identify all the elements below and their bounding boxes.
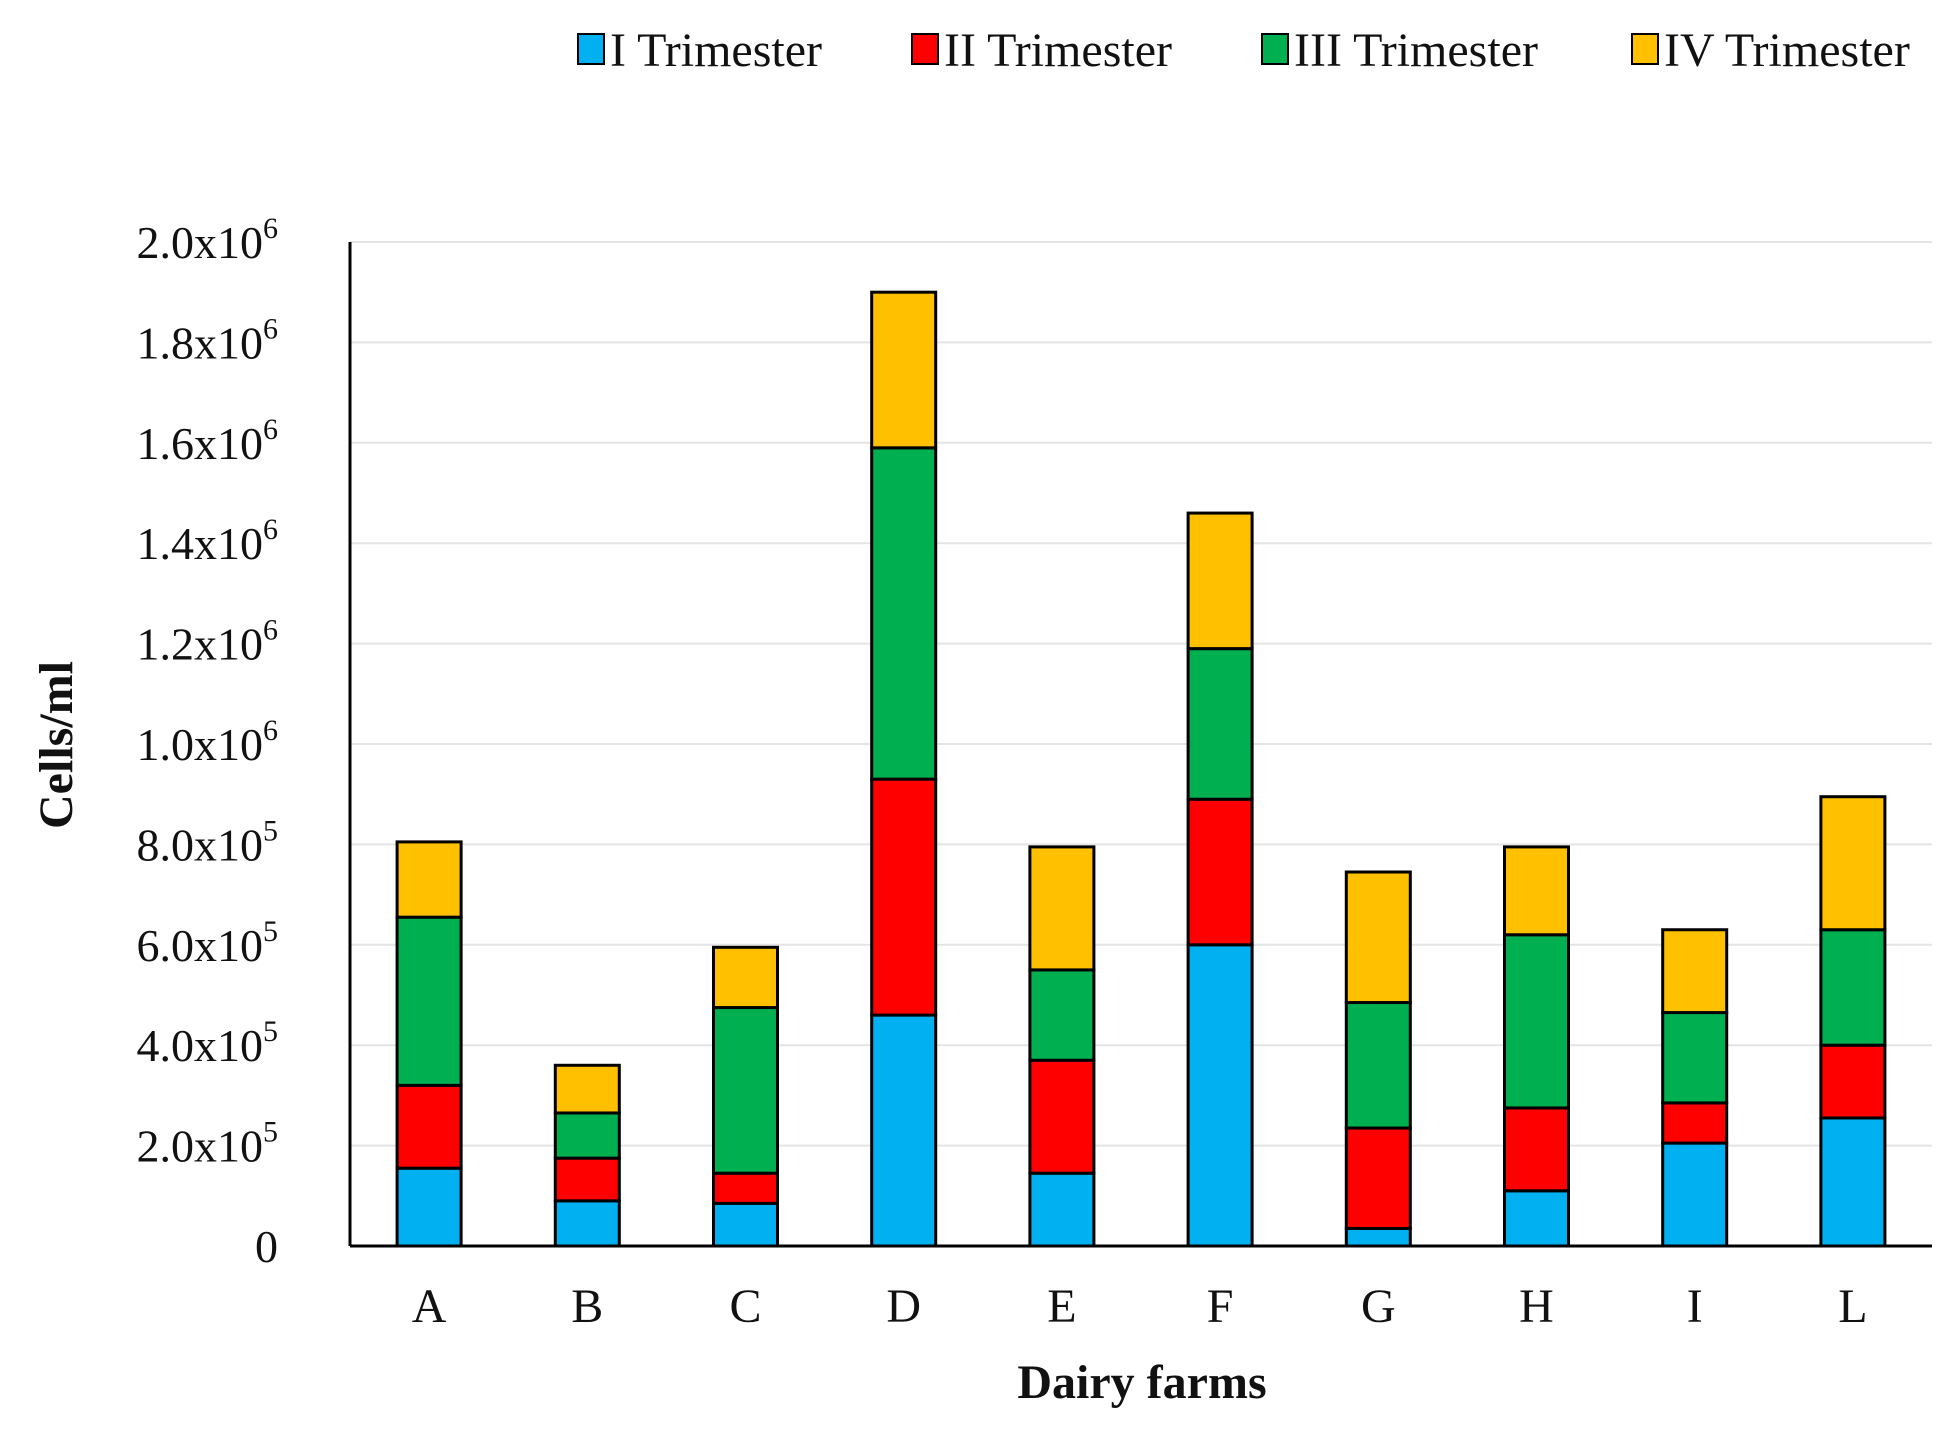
bar-E-series-2: [1028, 1058, 1096, 1175]
legend-swatch-1: [577, 33, 605, 65]
y-tick-label-6: 1.2x106: [137, 614, 279, 670]
bar-A-series-4: [395, 840, 463, 919]
x-tick-label-L: L: [1838, 1280, 1867, 1333]
x-tick-label-F: F: [1207, 1280, 1234, 1333]
bar-H-series-2: [1503, 1106, 1570, 1193]
legend-swatch-3: [1261, 33, 1289, 65]
y-tick-labels: 0 2.0x105 4.0x105 6.0x105 8.0x105 1.0x106 1.2x…: [137, 212, 279, 1272]
bar-I-series-1: [1661, 1141, 1729, 1248]
bar-D-series-2: [870, 777, 938, 1017]
bar-G-series-2: [1344, 1126, 1412, 1230]
bar-A-series-3: [395, 915, 463, 1087]
x-tick-label-B: B: [571, 1280, 603, 1333]
y-tick-label-8: 1.6x106: [137, 413, 279, 469]
bar-D-series-1: [870, 1013, 938, 1248]
bar-I-series-3: [1661, 1011, 1729, 1105]
y-tick-label-2: 4.0x105: [137, 1015, 279, 1071]
y-tick-label-9: 1.8x106: [137, 312, 279, 368]
bar-F-series-2: [1186, 797, 1254, 947]
bar-E-series-1: [1028, 1171, 1096, 1248]
bar-H-series-1: [1503, 1189, 1570, 1248]
x-tick-label-A: A: [412, 1280, 447, 1333]
x-tick-label-G: G: [1361, 1280, 1396, 1333]
y-axis-title: Cells/ml: [30, 661, 83, 829]
bar-G-series-1: [1344, 1226, 1412, 1248]
bars: [395, 290, 1887, 1248]
legend-swatch-2: [911, 33, 939, 65]
bar-L-series-3: [1819, 928, 1887, 1047]
bar-C-series-4: [712, 945, 779, 1010]
bar-F-series-1: [1186, 943, 1254, 1248]
y-tick-label-7: 1.4x106: [137, 513, 279, 569]
y-tick-label-3: 6.0x105: [137, 915, 279, 971]
y-tick-label-1: 2.0x105: [137, 1116, 279, 1172]
x-tick-label-I: I: [1687, 1280, 1703, 1333]
legend-label-4: IV Trimester: [1664, 24, 1910, 77]
legend-label-1: I Trimester: [610, 24, 822, 77]
x-tick-label-H: H: [1519, 1280, 1554, 1333]
x-tick-label-D: D: [886, 1280, 921, 1333]
bar-C-series-1: [712, 1201, 779, 1248]
bar-I-series-2: [1661, 1101, 1729, 1145]
y-tick-label-4: 8.0x105: [137, 814, 279, 870]
bar-A-series-1: [395, 1166, 463, 1248]
bar-A-series-2: [395, 1083, 463, 1170]
bar-H-series-3: [1503, 933, 1570, 1110]
bar-L-series-2: [1819, 1043, 1887, 1120]
bar-E-series-4: [1028, 845, 1096, 972]
y-tick-label-10: 2.0x106: [137, 212, 279, 268]
bar-D-series-3: [870, 446, 938, 781]
x-tick-label-C: C: [729, 1280, 761, 1333]
x-tick-label-E: E: [1047, 1280, 1076, 1333]
axes: [348, 242, 1932, 1248]
bar-F-series-4: [1186, 511, 1254, 651]
bar-I-series-4: [1661, 928, 1729, 1015]
bar-H-series-4: [1503, 845, 1570, 937]
bar-B-series-2: [553, 1156, 621, 1203]
bar-B-series-4: [553, 1063, 621, 1115]
legend-label-3: III Trimester: [1294, 24, 1538, 77]
bar-L-series-1: [1819, 1116, 1887, 1248]
x-axis-title: Dairy farms: [1017, 1356, 1266, 1409]
legend: I Trimester II Trimester III Trimester IV T…: [577, 24, 1910, 77]
bar-B-series-1: [553, 1199, 621, 1248]
legend-label-2: II Trimester: [944, 24, 1172, 77]
bar-G-series-4: [1344, 870, 1412, 1005]
legend-swatch-4: [1631, 33, 1659, 65]
y-tick-label-0: 0: [255, 1221, 278, 1272]
y-tick-label-5: 1.0x106: [137, 714, 279, 770]
gridlines: [350, 241, 1932, 1147]
bar-B-series-3: [553, 1111, 621, 1160]
bar-C-series-2: [712, 1171, 779, 1205]
bar-C-series-3: [712, 1006, 779, 1175]
bar-L-series-4: [1819, 795, 1887, 932]
bar-D-series-4: [870, 290, 938, 450]
bar-E-series-3: [1028, 968, 1096, 1062]
bar-G-series-3: [1344, 1001, 1412, 1130]
bar-F-series-3: [1186, 647, 1254, 801]
